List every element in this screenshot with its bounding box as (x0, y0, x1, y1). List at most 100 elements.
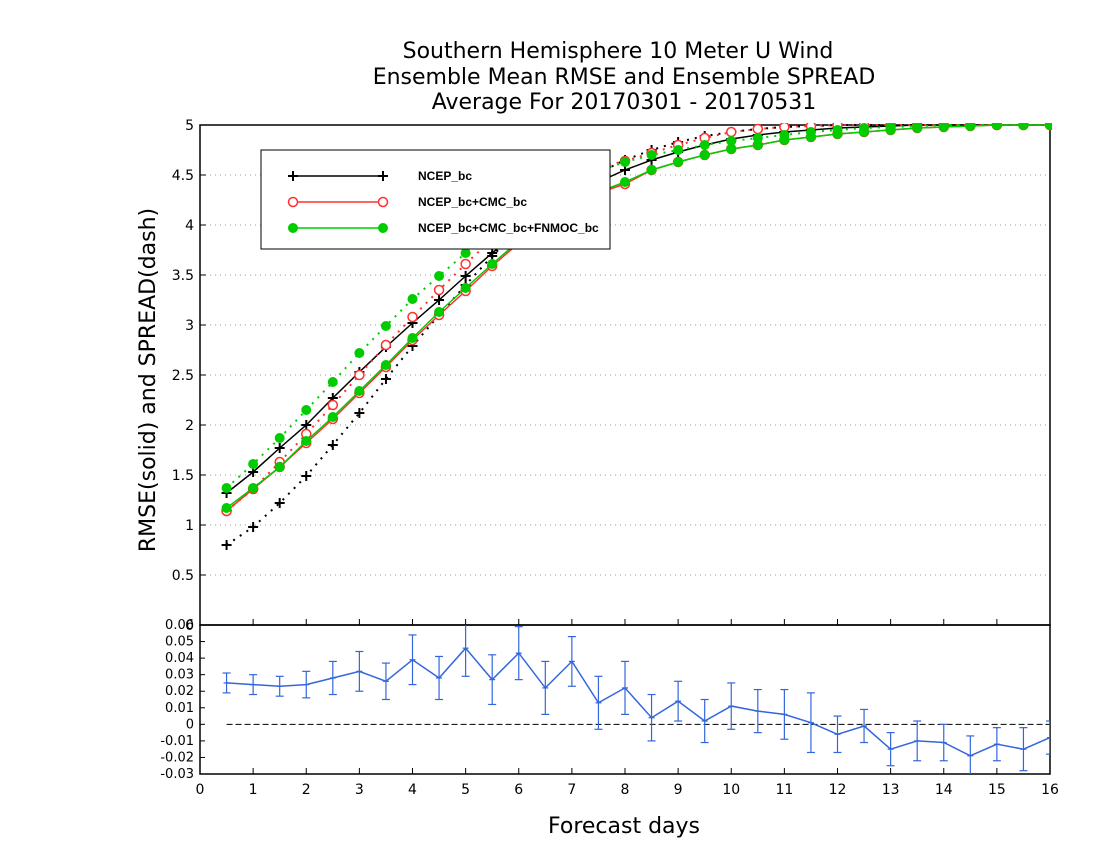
chart-title-line-2: Ensemble Mean RMSE and Ensemble SPREAD (373, 65, 876, 90)
error-bar (249, 674, 258, 696)
ncep-bc-cmc-bc-fnmoc-bc-rmse-point (301, 436, 312, 446)
error-bar (727, 682, 736, 730)
y-tick-label: 4.5 (172, 168, 194, 184)
ncep-bc-cmc-bc-fnmoc-bc-rmse-point (805, 132, 816, 142)
ncep-bc-cmc-bc-fnmoc-bc-spread-point (327, 377, 338, 387)
diff-y-tick-label: 0.05 (165, 635, 194, 650)
ncep-bc-spread-point (327, 440, 338, 450)
x-tick-label: 15 (988, 782, 1006, 798)
ncep-bc-cmc-bc-fnmoc-bc-rmse-point (1045, 123, 1052, 130)
ncep-bc-cmc-bc-fnmoc-bc-rmse-point (1018, 123, 1029, 130)
legend-entry: NCEP_bc+CMC_bc+FNMOC_bc (288, 221, 599, 235)
ncep-bc-cmc-bc-fnmoc-bc-rmse-point (646, 165, 657, 175)
error-bar (461, 625, 470, 677)
legend-label: NCEP_bc+CMC_bc+FNMOC_bc (418, 221, 599, 235)
legend-entry: NCEP_bc+CMC_bc (287, 195, 527, 209)
ncep-bc-cmc-bc-fnmoc-bc-rmse-point (673, 157, 684, 167)
legend-marker (288, 223, 298, 233)
diff-line (226, 647, 1050, 757)
x-tick-label: 8 (621, 782, 630, 798)
error-bar (408, 634, 417, 686)
ncep-bc-cmc-bc-fnmoc-bc-rmse-point (460, 283, 471, 293)
error-bar (700, 698, 709, 744)
y-tick-label: 2.5 (172, 368, 194, 384)
ncep-bc-cmc-bc-fnmoc-bc-rmse-point (407, 333, 418, 343)
ncep-bc-rmse-point (301, 420, 312, 430)
ncep-bc-cmc-bc-fnmoc-bc-rmse-point (965, 123, 976, 131)
error-bar (939, 723, 948, 762)
ncep-bc-spread-point (248, 522, 259, 532)
legend-label: NCEP_bc+CMC_bc (418, 195, 527, 209)
legend-marker (377, 196, 389, 208)
error-bar (328, 660, 337, 696)
legend-marker (378, 223, 388, 233)
diff-y-tick-label: -0.01 (160, 734, 194, 749)
error-bar (541, 660, 550, 716)
y-tick-label: 3.5 (172, 268, 194, 284)
ncep-bc-cmc-bc-fnmoc-bc-rmse-point (726, 144, 737, 154)
ncep-bc-cmc-bc-fnmoc-bc-spread-point (434, 271, 445, 281)
ncep-bc-cmc-bc-fnmoc-bc-rmse-point (487, 259, 498, 269)
diff-y-tick-label: 0.01 (165, 701, 194, 716)
ncep-bc-cmc-bc-fnmoc-bc-rmse-point (832, 129, 843, 139)
error-bar (753, 688, 762, 734)
ncep-bc-cmc-bc-spread-point (726, 126, 737, 138)
ncep-bc-cmc-bc-spread-point (752, 123, 764, 135)
ncep-bc-cmc-bc-fnmoc-bc-rmse-point (912, 123, 923, 133)
error-bar (302, 670, 311, 699)
diff-y-tick-label: -0.03 (160, 767, 194, 782)
y-tick-label: 1.5 (172, 468, 194, 484)
error-bar (1019, 727, 1028, 772)
ncep-bc-cmc-bc-fnmoc-bc-spread-point (301, 405, 312, 415)
error-bar (886, 732, 895, 767)
ncep-bc-cmc-bc-spread-point (407, 311, 418, 323)
diff-y-tick-label: 0.06 (165, 618, 194, 633)
ncep-bc-cmc-bc-fnmoc-bc-rmse-point (354, 386, 365, 396)
ncep-bc-cmc-bc-spread-point (380, 339, 392, 351)
error-bar (621, 660, 629, 716)
y-tick-label: 1 (185, 518, 194, 534)
ncep-bc-spread-point (380, 374, 391, 384)
x-tick-label: 6 (514, 782, 523, 798)
error-bar (966, 735, 975, 774)
ncep-bc-cmc-bc-fnmoc-bc-rmse-point (752, 140, 763, 150)
ncep-bc-rmse-point (460, 271, 471, 281)
ncep-bc-cmc-bc-fnmoc-bc-spread-point (354, 348, 365, 358)
error-bar (275, 675, 284, 697)
x-tick-label: 0 (196, 782, 205, 798)
error-bar (833, 715, 842, 754)
error-bar (514, 626, 523, 681)
legend-marker (378, 171, 388, 181)
chart-title: Southern Hemisphere 10 Meter U Wind Ense… (373, 39, 876, 115)
ncep-bc-cmc-bc-fnmoc-bc-spread-point (620, 157, 630, 167)
x-tick-label: 13 (882, 782, 900, 798)
x-tick-label: 5 (461, 782, 470, 798)
x-tick-label: 14 (935, 782, 953, 798)
ncep-bc-spread-point (274, 498, 285, 508)
ncep-bc-cmc-bc-fnmoc-bc-rmse-point (327, 412, 338, 422)
y-tick-label: 3 (185, 318, 194, 334)
ncep-bc-spread-point (354, 408, 365, 418)
error-bar (674, 680, 683, 722)
ncep-bc-rmse-point (434, 295, 445, 305)
x-tick-label: 11 (775, 782, 793, 798)
chart-title-line-3: Average For 20170301 - 20170531 (432, 90, 817, 115)
legend: NCEP_bc NCEP_bc+CMC_bc NCEP_bc+CMC_bc+FNMO… (260, 149, 611, 250)
x-tick-label: 3 (355, 782, 364, 798)
ncep-bc-cmc-bc-fnmoc-bc-rmse-point (248, 483, 259, 493)
ncep-bc-cmc-bc-spread-point (327, 399, 339, 411)
ncep-bc-cmc-bc-fnmoc-bc-rmse-point (620, 177, 630, 187)
ncep-bc-cmc-bc-fnmoc-bc-spread-point (380, 321, 391, 331)
x-tick-label: 9 (674, 782, 683, 798)
ncep-bc-cmc-bc-fnmoc-bc-rmse-point (221, 503, 232, 513)
error-bar (780, 688, 789, 740)
diff-y-tick-label: 0 (186, 717, 194, 732)
error-bar (355, 650, 364, 692)
diff-series (222, 625, 1050, 774)
ncep-bc-spread-point (221, 540, 232, 550)
ncep-bc-cmc-bc-spread-point (433, 284, 445, 296)
diff-y-tick-label: 0.03 (165, 668, 194, 683)
ncep-bc-cmc-bc-fnmoc-bc-rmse-point (885, 125, 896, 135)
y-tick-label: 4 (185, 218, 194, 234)
